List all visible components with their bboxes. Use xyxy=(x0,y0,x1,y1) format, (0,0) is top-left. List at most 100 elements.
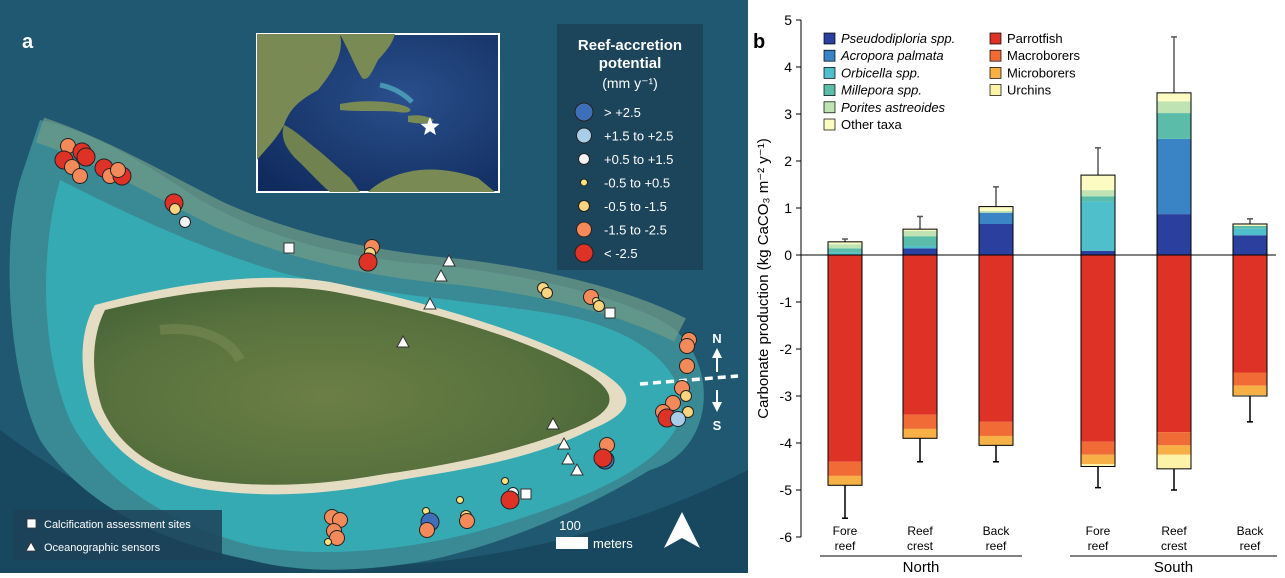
legend-label: Other taxa xyxy=(841,117,902,132)
category-label-line1: Fore xyxy=(1086,524,1111,538)
legend-swatch xyxy=(823,118,836,131)
sensor-legend-label: Oceanographic sensors xyxy=(44,542,161,554)
legend-label: Macroborers xyxy=(1007,48,1080,63)
y-tick-label: 2 xyxy=(784,153,792,169)
bar-segment xyxy=(903,248,937,255)
legend-item: +0.5 to +1.5 xyxy=(578,152,673,167)
error-bars xyxy=(842,36,1253,519)
bar-segment xyxy=(1081,255,1115,442)
bar-segment xyxy=(1081,196,1115,202)
bar-segment xyxy=(1157,214,1191,255)
reef-site-point[interactable] xyxy=(593,300,605,312)
reef-site-point[interactable] xyxy=(593,448,613,468)
category-label-line2: reef xyxy=(1240,539,1261,553)
bar-segment xyxy=(1081,190,1115,197)
inset-locator-map xyxy=(256,33,500,193)
bar-segment xyxy=(1081,250,1115,255)
reef-site-point[interactable] xyxy=(456,496,464,504)
legend-units: (mm y⁻¹) xyxy=(602,75,658,91)
bar-segment xyxy=(979,210,1013,213)
calcification-site-markers xyxy=(283,242,616,500)
reef-site-point[interactable] xyxy=(679,338,695,354)
reef-site-point[interactable] xyxy=(682,406,694,418)
legend-label: Pseudodiploria spp. xyxy=(841,31,955,46)
y-axis-label: Carbonate production (kg CaCO₃ m⁻² y⁻¹) xyxy=(755,138,772,418)
legend-label: Millepora spp. xyxy=(841,83,922,98)
reef-site-point[interactable] xyxy=(169,203,181,215)
calcification-site-marker[interactable] xyxy=(283,242,295,254)
bar-segment xyxy=(828,461,862,476)
bar-segment xyxy=(903,229,937,232)
compass-south-label: S xyxy=(713,418,722,433)
group-label: North xyxy=(903,559,940,573)
calcification-site-marker[interactable] xyxy=(604,307,616,319)
bar-segment xyxy=(1081,201,1115,251)
legend-swatch xyxy=(823,101,836,114)
reef-site-point[interactable] xyxy=(110,162,126,178)
bar-segment xyxy=(1157,92,1191,102)
reef-site-point[interactable] xyxy=(679,358,695,374)
inset-cuba xyxy=(340,101,411,113)
calcification-site-marker[interactable] xyxy=(520,488,532,500)
oceanographic-sensor-marker[interactable] xyxy=(557,436,571,450)
oceanographic-sensor-marker[interactable] xyxy=(546,416,560,430)
reef-site-point[interactable] xyxy=(670,411,686,427)
oceanographic-sensor-marker[interactable] xyxy=(442,253,456,267)
legend-item-label: -1.5 to -2.5 xyxy=(604,223,667,238)
category-label-line1: Back xyxy=(983,524,1011,538)
bar-segment xyxy=(1233,372,1267,386)
oceanographic-sensor-marker[interactable] xyxy=(423,296,437,310)
reef-site-point[interactable] xyxy=(72,168,88,184)
oceanographic-sensor-marker[interactable] xyxy=(434,268,448,282)
reef-site-point[interactable] xyxy=(358,252,378,272)
bar-segment xyxy=(1233,235,1267,255)
category-label-line2: reef xyxy=(835,539,856,553)
reef-site-point[interactable] xyxy=(665,395,681,411)
reef-site-point[interactable] xyxy=(329,530,345,546)
bar-segment xyxy=(903,236,937,247)
scale-bar-value: 100 xyxy=(559,518,581,533)
oceanographic-sensor-markers xyxy=(396,253,584,476)
y-tick-label: -3 xyxy=(780,388,793,404)
reef-site-point[interactable] xyxy=(680,390,692,402)
bar-segment xyxy=(903,255,937,415)
y-tick-label: -2 xyxy=(780,341,793,357)
category-label-line2: reef xyxy=(986,539,1007,553)
bar-segment xyxy=(828,244,862,249)
bar-segment xyxy=(979,206,1013,211)
bar-segment xyxy=(1081,454,1115,465)
study-site-star-icon xyxy=(420,117,440,135)
legend-swatch-icon xyxy=(580,178,588,187)
legend-label: Urchins xyxy=(1007,83,1052,98)
bar-segment xyxy=(903,428,937,439)
reef-accretion-site-points xyxy=(54,138,697,546)
reef-site-point[interactable] xyxy=(459,513,475,529)
reef-site-point[interactable] xyxy=(76,147,96,167)
bar-segment xyxy=(979,435,1013,446)
oceanographic-sensor-marker[interactable] xyxy=(570,462,584,476)
legend-swatch xyxy=(989,84,1002,96)
bar-segment xyxy=(979,255,1013,422)
y-tick-label: 1 xyxy=(784,200,792,216)
reef-site-point[interactable] xyxy=(500,490,520,510)
map-island-west-tip xyxy=(159,324,245,363)
reef-site-point[interactable] xyxy=(179,216,191,228)
legend-title-line1: Reef-accretion xyxy=(578,37,682,54)
map-reef-crest xyxy=(35,117,686,342)
reef-site-point[interactable] xyxy=(501,477,509,485)
bar-segment xyxy=(1233,228,1267,236)
legend-swatch xyxy=(823,49,836,62)
oceanographic-sensor-marker[interactable] xyxy=(396,334,410,348)
reef-site-point[interactable] xyxy=(419,522,435,538)
legend-swatch xyxy=(989,67,1002,79)
category-label-line2: crest xyxy=(1161,539,1188,553)
bar-segment xyxy=(1157,138,1191,215)
legend-item: -0.5 to +0.5 xyxy=(580,176,670,191)
inset-florida xyxy=(340,34,395,79)
reef-site-point[interactable] xyxy=(324,538,332,546)
oceanographic-sensor-marker[interactable] xyxy=(561,451,575,465)
bar-segment xyxy=(1081,175,1115,191)
reef-site-point[interactable] xyxy=(541,287,553,299)
y-tick-label: 5 xyxy=(784,12,792,28)
bar-segment xyxy=(828,241,862,245)
